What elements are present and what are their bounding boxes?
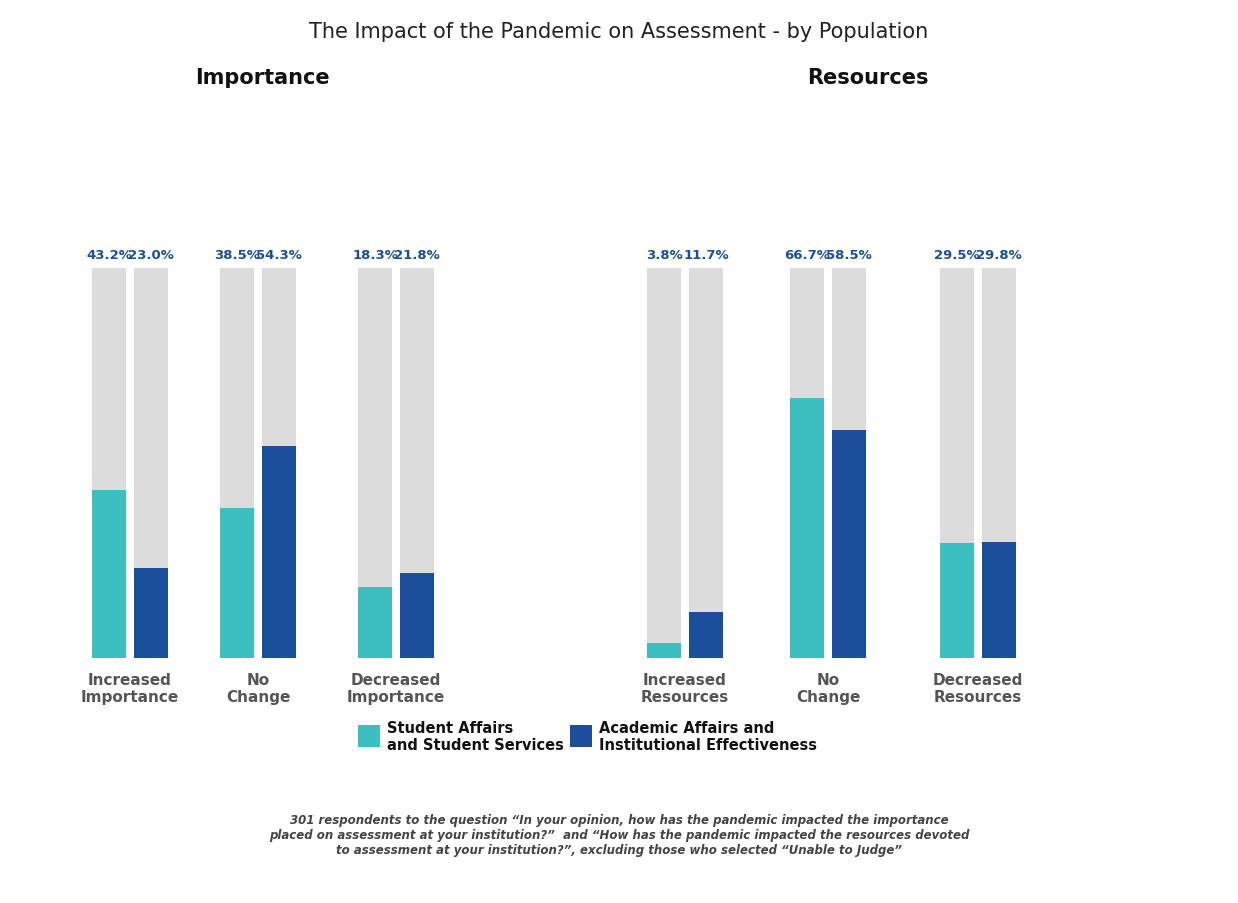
- Text: 29.5%: 29.5%: [935, 248, 979, 262]
- Bar: [940, 269, 974, 658]
- Bar: [220, 508, 254, 658]
- Text: 43.2%: 43.2%: [87, 248, 132, 262]
- Bar: [134, 269, 168, 658]
- Text: 54.3%: 54.3%: [256, 248, 302, 262]
- Bar: [982, 542, 1016, 658]
- Text: 21.8%: 21.8%: [394, 248, 439, 262]
- Bar: [832, 269, 867, 658]
- Bar: [262, 447, 296, 658]
- Bar: [832, 431, 867, 658]
- Text: Academic Affairs and
Institutional Effectiveness: Academic Affairs and Institutional Effec…: [599, 720, 817, 752]
- Bar: [358, 587, 392, 658]
- Text: Decreased
Importance: Decreased Importance: [347, 672, 446, 704]
- Text: 23.0%: 23.0%: [128, 248, 173, 262]
- Bar: [358, 725, 380, 747]
- Text: 66.7%: 66.7%: [784, 248, 829, 262]
- Bar: [220, 269, 254, 658]
- Bar: [690, 613, 723, 658]
- Text: No
Change: No Change: [796, 672, 860, 704]
- Bar: [647, 644, 681, 658]
- Bar: [940, 544, 974, 658]
- Bar: [569, 725, 592, 747]
- Bar: [134, 569, 168, 658]
- Bar: [400, 269, 435, 658]
- Bar: [690, 269, 723, 658]
- Bar: [400, 573, 435, 658]
- Text: Resources: Resources: [807, 68, 928, 88]
- Text: Importance: Importance: [194, 68, 329, 88]
- Bar: [647, 269, 681, 658]
- Text: No
Change: No Change: [225, 672, 290, 704]
- Text: 29.8%: 29.8%: [976, 248, 1021, 262]
- Text: 3.8%: 3.8%: [646, 248, 682, 262]
- Text: 18.3%: 18.3%: [352, 248, 397, 262]
- Bar: [92, 269, 126, 658]
- Text: 301 respondents to the question “In your opinion, how has the pandemic impacted : 301 respondents to the question “In your…: [269, 814, 969, 857]
- Text: Increased
Resources: Increased Resources: [641, 672, 729, 704]
- Bar: [358, 269, 392, 658]
- Text: Student Affairs
and Student Services: Student Affairs and Student Services: [387, 720, 563, 752]
- Bar: [262, 269, 296, 658]
- Text: Decreased
Resources: Decreased Resources: [932, 672, 1023, 704]
- Bar: [790, 269, 825, 658]
- Bar: [790, 398, 825, 658]
- Bar: [92, 490, 126, 658]
- Text: Increased
Importance: Increased Importance: [80, 672, 180, 704]
- Text: 11.7%: 11.7%: [683, 248, 729, 262]
- Bar: [982, 269, 1016, 658]
- Text: 38.5%: 38.5%: [214, 248, 260, 262]
- Text: The Impact of the Pandemic on Assessment - by Population: The Impact of the Pandemic on Assessment…: [310, 22, 928, 42]
- Text: 58.5%: 58.5%: [826, 248, 872, 262]
